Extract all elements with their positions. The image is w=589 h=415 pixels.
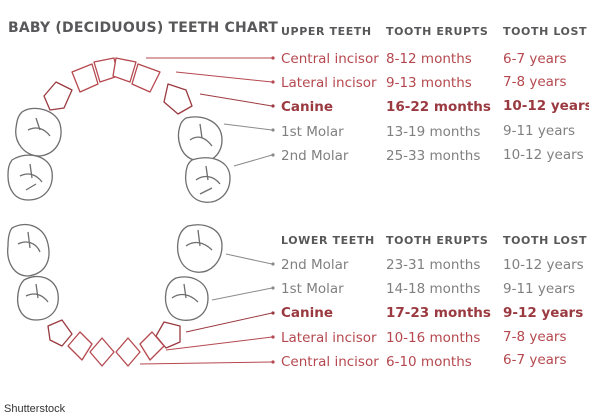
lower-canine-right [155,321,181,349]
upper-central-incisor-lost: 6-7 years [503,51,567,67]
upper-canine-lost: 10-12 years [503,98,589,114]
lower-second-molar-name: 2nd Molar [281,257,349,273]
lower-erupts-header: TOOTH ERUPTS [386,234,489,247]
lower-first-molar-erupts: 14-18 months [386,281,481,297]
lower-central-incisor-left [89,337,115,367]
upper-first-molar-right [177,116,223,163]
upper-second-molar-left [7,154,53,201]
lower-arch [7,223,223,367]
lower-lateral-incisor-left [67,331,93,361]
lower-central-incisor-name: Central incisor [281,354,379,370]
upper-lateral-incisor-erupts: 9-13 months [386,75,472,91]
upper-central-incisor-right [112,57,137,83]
upper-canine-right [163,83,193,115]
upper-lost-header: TOOTH LOST [503,25,588,38]
upper-first-molar-left [15,107,62,157]
lower-first-molar-right [164,276,209,321]
lower-central-incisor-right [115,337,141,367]
lower-first-molar-name: 1st Molar [281,281,344,297]
lower-lateral-incisor-name: Lateral incisor [281,330,377,346]
upper-central-incisor-erupts: 8-12 months [386,51,472,67]
upper-central-incisor-name: Central incisor [281,51,379,67]
upper-arch [7,57,231,203]
upper-second-molar-name: 2nd Molar [281,148,349,164]
lower-canine-left [47,319,73,347]
upper-first-molar-erupts: 13-19 months [386,124,481,140]
lower-lateral-incisor-right [139,331,165,361]
lower-second-molar-lost: 10-12 years [503,257,584,273]
lower-second-molar-left [7,223,50,277]
leader-lines [139,57,273,365]
upper-lateral-incisor-lost: 7-8 years [503,74,567,90]
upper-canine-left [43,81,73,111]
lower-teeth-header: LOWER TEETH [281,234,375,247]
upper-canine-erupts: 16-22 months [386,99,491,115]
upper-lateral-incisor-right [131,63,161,93]
upper-lateral-incisor-left [71,63,99,93]
lower-second-molar-right [176,224,223,273]
lower-first-molar-lost: 9-11 years [503,281,576,297]
lower-lateral-incisor-erupts: 10-16 months [386,330,481,346]
lower-canine-name: Canine [281,305,334,321]
upper-second-molar-lost: 10-12 years [503,147,584,163]
upper-canine-name: Canine [281,99,334,115]
lower-canine-erupts: 17-23 months [386,305,491,321]
upper-teeth-header: UPPER TEETH [281,25,372,38]
lower-lost-header: TOOTH LOST [503,234,588,247]
upper-lateral-incisor-name: Lateral incisor [281,75,377,91]
lower-canine-lost: 9-12 years [503,305,584,321]
lower-lateral-incisor-lost: 7-8 years [503,329,567,345]
leader-dots [271,56,275,364]
lower-first-molar-left [16,275,59,321]
upper-first-molar-lost: 9-11 years [503,123,576,139]
lower-central-incisor-erupts: 6-10 months [386,354,472,370]
chart-title: BABY (DECIDUOUS) TEETH CHART [8,20,279,36]
upper-first-molar-name: 1st Molar [281,124,344,140]
lower-central-incisor-lost: 6-7 years [503,352,567,368]
upper-second-molar-erupts: 25-33 months [386,148,481,164]
lower-second-molar-erupts: 23-31 months [386,257,481,273]
upper-erupts-header: TOOTH ERUPTS [386,25,489,38]
credit-watermark: Shutterstock [4,403,66,415]
